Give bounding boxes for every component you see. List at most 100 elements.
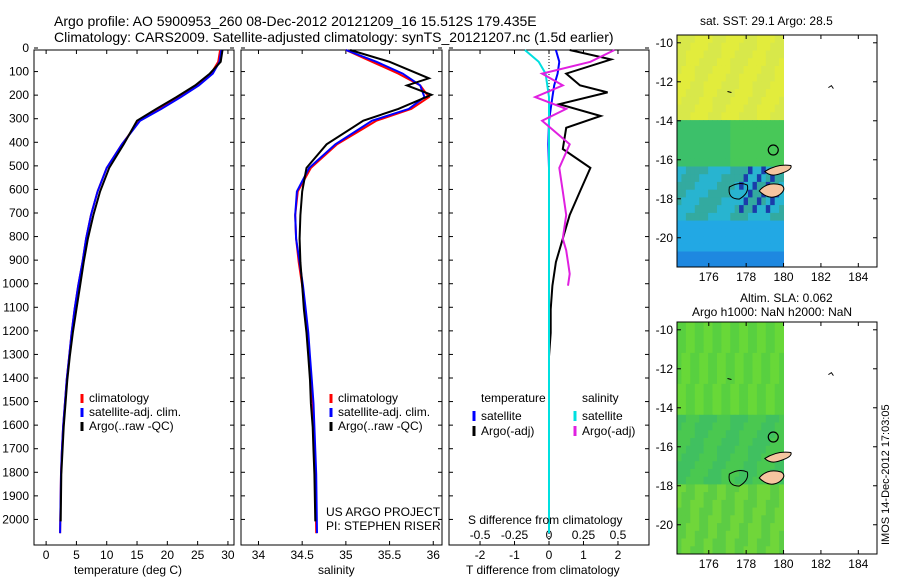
map-cell — [677, 104, 682, 113]
map-cell — [774, 158, 780, 167]
map-cell — [685, 181, 691, 191]
map-cell — [748, 407, 753, 416]
map-cell — [739, 205, 744, 214]
legend-title-temperature: temperature — [481, 391, 546, 405]
map-cell — [694, 360, 700, 369]
map-cell — [748, 445, 753, 454]
map-cell — [734, 151, 740, 160]
map-cell — [752, 523, 758, 532]
map-cell — [779, 81, 784, 90]
map-cell — [779, 73, 784, 82]
map-cell — [725, 430, 731, 439]
map-cell — [756, 530, 762, 539]
map-cell — [721, 158, 727, 167]
map-cell — [694, 530, 700, 539]
map-cell — [739, 476, 744, 485]
map-cell — [708, 422, 713, 431]
map-cell — [703, 73, 709, 82]
map-cell — [739, 322, 744, 331]
map-cell — [717, 243, 722, 252]
map-cell — [739, 212, 744, 222]
y-tick-label: 2000 — [2, 512, 29, 526]
map-cell — [694, 205, 700, 214]
map-cell — [752, 151, 758, 160]
map-cell — [685, 58, 691, 67]
map-cell — [743, 166, 749, 175]
map-cell — [694, 345, 700, 354]
map-cell — [725, 120, 731, 129]
map-cell — [774, 151, 780, 160]
map-cell — [756, 360, 762, 369]
map-cell — [756, 197, 762, 206]
map-cell — [752, 461, 758, 470]
map-cell — [770, 197, 776, 206]
map-cell — [770, 135, 776, 144]
map-cell — [725, 243, 731, 252]
map-cell — [779, 35, 784, 44]
map-cell — [725, 228, 731, 237]
map-cell — [748, 523, 753, 532]
map-cell — [756, 414, 762, 423]
map-cell — [677, 546, 682, 555]
map-cell — [739, 243, 744, 252]
map-cell — [717, 259, 722, 268]
map-cell — [734, 73, 740, 82]
map-cell — [743, 120, 749, 129]
x-tick-label: 35.5 — [378, 548, 402, 562]
map-cell — [677, 112, 682, 121]
map-cell — [761, 352, 767, 362]
map-cell — [734, 430, 740, 439]
map-cell — [725, 468, 731, 478]
map-cell — [756, 368, 762, 377]
map-cell — [694, 499, 700, 509]
map-cell — [685, 259, 691, 268]
map-cell — [681, 383, 687, 393]
map-cell — [730, 445, 736, 454]
map-cell — [725, 383, 731, 393]
map-cell — [717, 523, 722, 532]
map-cell — [681, 546, 687, 555]
map-x-tick-label: 184 — [848, 270, 868, 284]
map-cell — [770, 422, 776, 431]
map-cell — [708, 197, 713, 206]
map-cell — [708, 174, 713, 183]
map-cell — [690, 81, 696, 90]
map-cell — [765, 127, 771, 136]
map-cell — [739, 158, 744, 167]
map-cell — [690, 228, 696, 237]
map-cell — [690, 523, 696, 532]
map-cell — [748, 212, 753, 222]
map-cell — [779, 127, 784, 136]
map-cell — [734, 251, 740, 260]
map-cell — [694, 104, 700, 113]
map-cell — [703, 360, 709, 369]
map-cell — [761, 414, 767, 423]
map-cell — [756, 251, 762, 260]
map-cell — [739, 438, 744, 447]
map-cell — [699, 251, 705, 260]
map-cell — [730, 65, 736, 75]
map-cell — [677, 42, 682, 51]
map-cell — [708, 251, 713, 260]
map-cell — [685, 538, 691, 547]
map-cell — [730, 135, 736, 144]
map-cell — [734, 414, 740, 423]
map-cell — [770, 89, 776, 98]
map-cell — [703, 228, 709, 237]
map-cell — [677, 243, 682, 252]
map-cell — [690, 135, 696, 144]
map-cell — [712, 414, 718, 423]
map-cell — [756, 220, 762, 229]
map-cell — [748, 530, 753, 539]
map-cell — [725, 236, 731, 245]
map-cell — [677, 259, 682, 268]
map-cell — [739, 50, 744, 59]
map-cell — [734, 189, 740, 198]
map-cell — [748, 236, 753, 245]
map-cell — [681, 42, 687, 51]
map-cell — [677, 236, 682, 245]
map-cell — [752, 259, 758, 268]
map-cell — [717, 461, 722, 470]
map-cell — [677, 251, 682, 260]
map-cell — [739, 360, 744, 369]
